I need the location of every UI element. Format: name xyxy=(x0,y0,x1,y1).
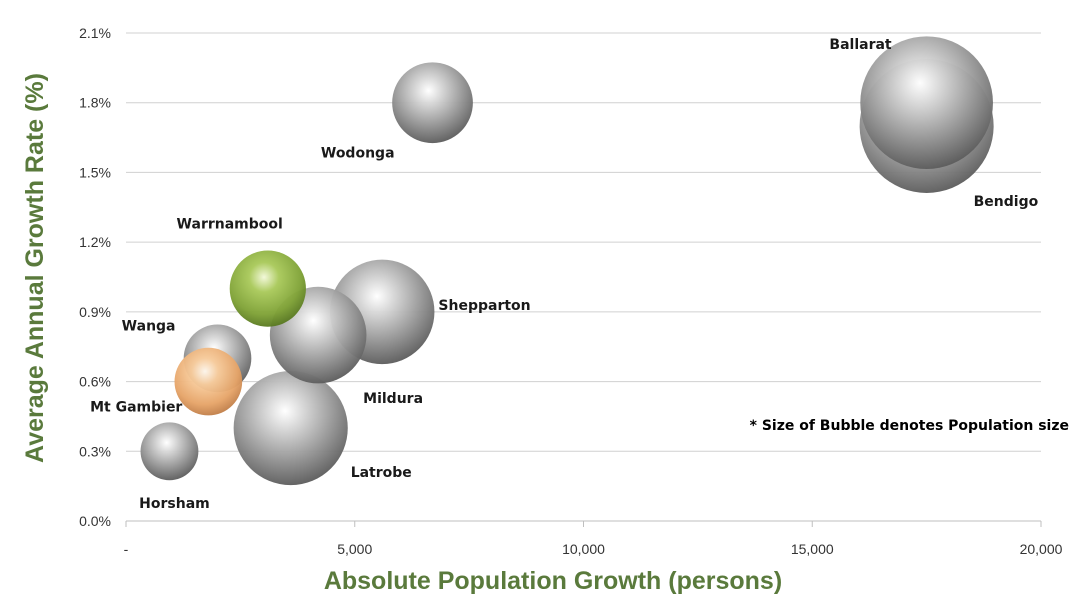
label-wanga: Wanga xyxy=(122,318,176,334)
bubble-horsham xyxy=(140,422,199,481)
y-tick-label: 0.9% xyxy=(79,304,111,320)
bubble-labels: Ballarat Bendigo Wodonga Shepparton Mildura L… xyxy=(90,37,1038,512)
x-tick-label: 5,000 xyxy=(337,541,372,557)
label-shepparton: Shepparton xyxy=(438,298,530,314)
x-tick-label: 15,000 xyxy=(791,541,834,557)
label-latrobe: Latrobe xyxy=(351,465,412,481)
x-tick-label: 20,000 xyxy=(1020,541,1063,557)
y-tick-label: 0.0% xyxy=(79,513,111,529)
y-tick-label: 1.8% xyxy=(79,95,111,111)
y-tick-label: 1.2% xyxy=(79,234,111,250)
y-tick-label: 2.1% xyxy=(79,25,111,41)
label-bendigo: Bendigo xyxy=(974,194,1039,210)
x-axis-title: Absolute Population Growth (persons) xyxy=(324,567,782,595)
label-ballarat: Ballarat xyxy=(829,37,892,53)
bubble-ballarat xyxy=(860,36,993,170)
bubble-size-note: * Size of Bubble denotes Population size xyxy=(750,418,1069,434)
label-wodonga: Wodonga xyxy=(321,146,395,162)
bubble-warrnambool xyxy=(229,250,306,327)
bubble-mt-gambier xyxy=(174,347,243,416)
bubble-latrobe xyxy=(233,370,348,486)
bubbles xyxy=(140,36,994,486)
y-tick-label: 1.5% xyxy=(79,164,111,180)
x-tick-label: 10,000 xyxy=(562,541,605,557)
y-tick-labels: 0.0% 0.3% 0.6% 0.9% 1.2% 1.5% 1.8% 2.1% xyxy=(79,25,111,529)
label-warrnambool: Warrnambool xyxy=(177,217,283,233)
x-tick-label: - xyxy=(124,541,129,557)
label-mt-gambier: Mt Gambier xyxy=(90,400,182,416)
label-horsham: Horsham xyxy=(139,496,210,512)
bubble-wodonga xyxy=(392,62,473,144)
x-tick-marks xyxy=(125,521,1042,527)
y-axis-title: Average Annual Growth Rate (%) xyxy=(21,73,49,463)
x-tick-labels: - 5,000 10,000 15,000 20,000 xyxy=(124,541,1063,557)
y-tick-label: 0.3% xyxy=(79,443,111,459)
label-mildura: Mildura xyxy=(363,391,423,407)
y-tick-label: 0.6% xyxy=(79,374,111,390)
